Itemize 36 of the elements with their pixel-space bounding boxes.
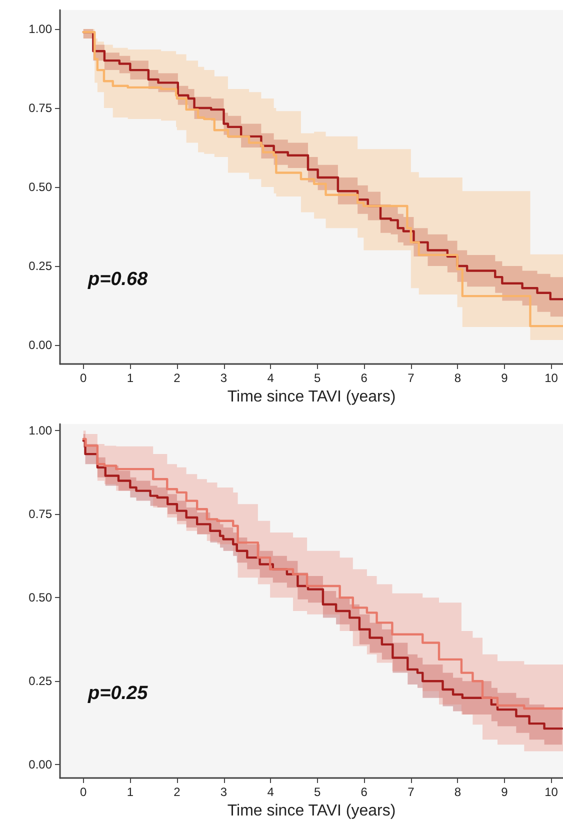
x-tick-label: 5 — [314, 371, 322, 385]
x-tick-label: 10 — [544, 371, 558, 385]
x-tick-label: 8 — [454, 371, 462, 385]
x-tick-label: 9 — [501, 371, 508, 385]
x-tick-label: 8 — [454, 785, 462, 799]
y-tick-label: 0.25 — [28, 259, 52, 274]
annotation: p=0.68 — [87, 269, 148, 290]
x-tick-label: 9 — [501, 785, 508, 799]
y-tick-label: 0.75 — [28, 100, 52, 115]
x-tick-label: 1 — [126, 371, 134, 385]
x-tick-label: 6 — [360, 371, 368, 385]
x-tick-label: 2 — [174, 371, 181, 385]
y-tick-label: 0.50 — [28, 590, 52, 605]
x-tick-label: 7 — [408, 785, 415, 799]
x-tick-label: 0 — [80, 371, 88, 385]
x-tick-label: 10 — [544, 785, 558, 799]
x-axis-title: Time since TAVI (years) — [227, 388, 396, 406]
x-tick-label: 4 — [267, 785, 274, 799]
x-tick-label: 5 — [314, 785, 322, 799]
y-tick-label: 0.75 — [28, 507, 52, 522]
x-tick-label: 3 — [220, 785, 228, 799]
annotation: p=0.25 — [87, 683, 148, 704]
y-tick-label: 1.00 — [28, 22, 52, 36]
y-tick-label: 0.25 — [28, 674, 52, 688]
x-tick-label: 0 — [80, 785, 88, 799]
x-tick-label: 4 — [267, 371, 274, 385]
x-tick-label: 1 — [126, 785, 134, 799]
x-tick-label: 3 — [220, 371, 228, 385]
y-tick-label: 0.50 — [28, 180, 52, 194]
x-tick-label: 7 — [408, 371, 415, 385]
y-tick-label: 1.00 — [28, 424, 52, 438]
y-tick-label: 0.00 — [28, 758, 52, 772]
x-tick-label: 2 — [174, 785, 181, 799]
x-tick-label: 6 — [360, 785, 368, 799]
x-axis-title: Time since TAVI (years) — [227, 802, 396, 820]
y-tick-label: 0.00 — [28, 338, 52, 352]
